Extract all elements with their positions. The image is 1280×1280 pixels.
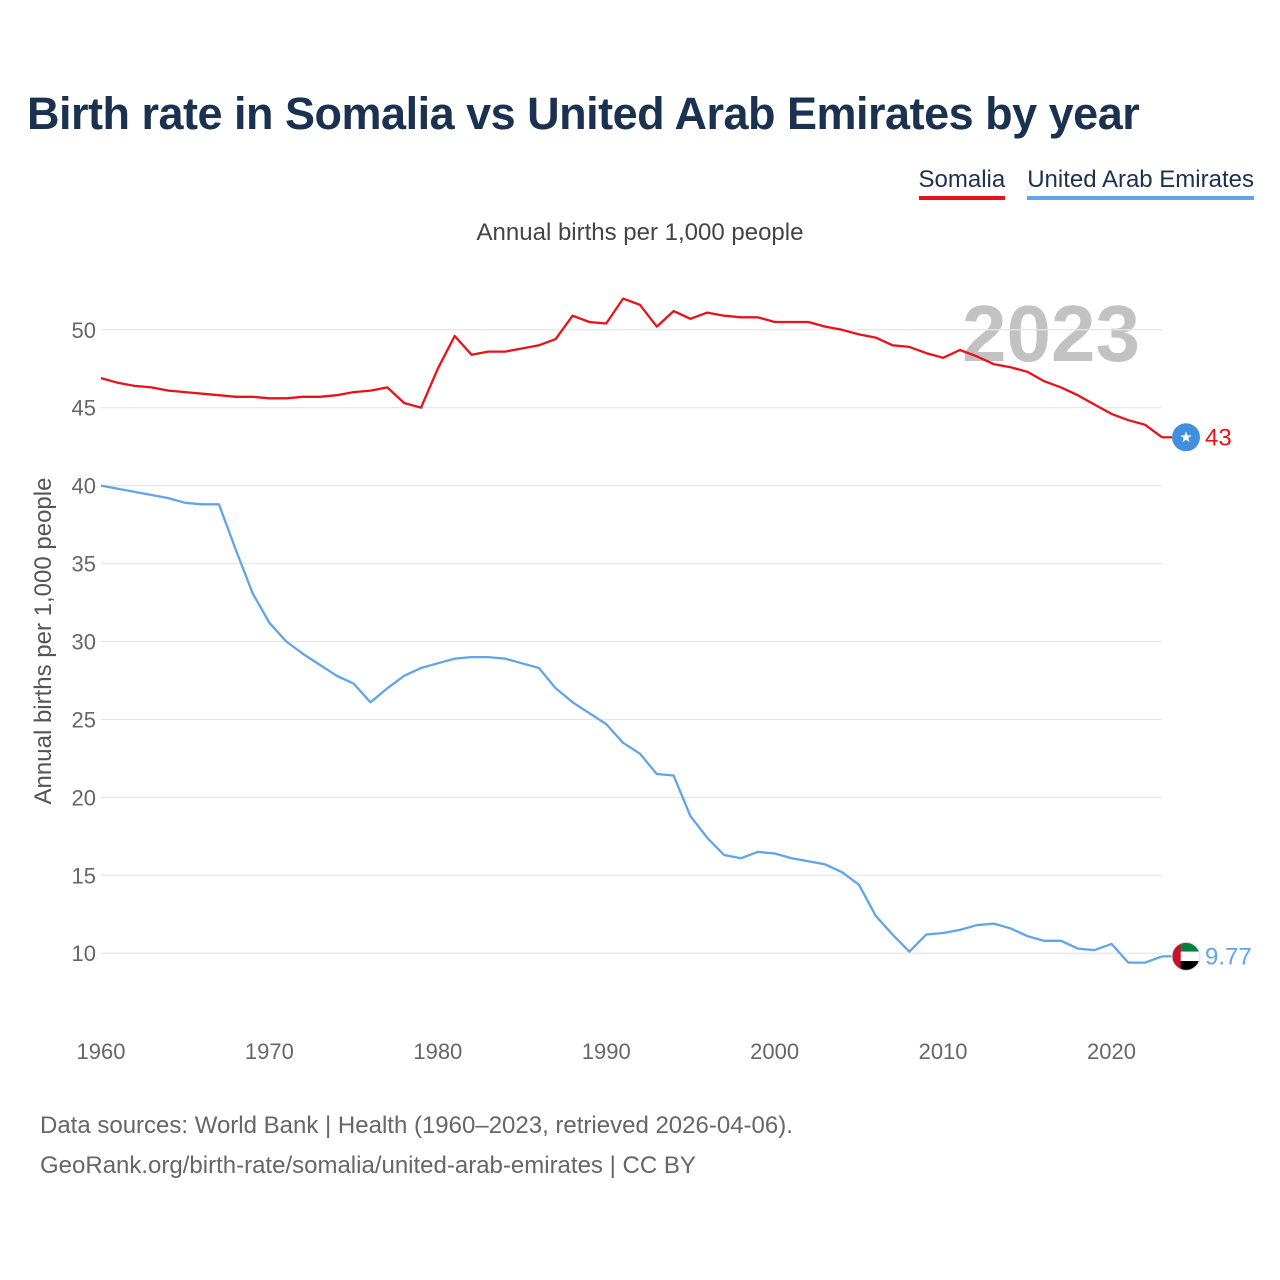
series-line-somalia[interactable] [100,297,1163,439]
y-tick-label: 10 [72,941,96,966]
uae-flag-icon [1171,941,1201,971]
x-tick-label: 2020 [1087,1039,1136,1064]
x-tick-label: 1970 [245,1039,294,1064]
legend-item-somalia[interactable]: Somalia [918,166,1006,200]
y-tick-label: 50 [72,318,96,343]
legend-label-uae: United Arab Emirates [1027,166,1254,193]
y-tick-label: 15 [72,863,96,888]
source-line-2[interactable]: GeoRank.org/birth-rate/somalia/united-ar… [40,1152,696,1179]
y-tick-label: 20 [72,785,96,810]
y-tick-label: 45 [72,396,96,421]
legend-label-somalia: Somalia [918,166,1006,193]
star-icon [1180,431,1192,443]
uae-flag-white [1172,951,1200,962]
series-line-uae[interactable] [100,484,1163,964]
x-tick-label: 1960 [77,1039,126,1064]
y-tick-label: 30 [72,630,96,655]
end-markers: 439.77 [1162,423,1252,971]
uae-flag-black [1172,961,1200,971]
somalia-flag-icon [1172,423,1200,452]
chart-subtitle: Annual births per 1,000 people [477,219,804,246]
x-tick-labels: 1960 1970 1980 1990 2000 2010 2020 [77,1039,1136,1064]
y-tick-label: 25 [72,707,96,732]
line-chart: Annual births per 1,000 people Annual bi… [30,219,1252,1064]
source-line-1: Data sources: World Bank | Health (1960–… [40,1112,793,1139]
legend: Somalia United Arab Emirates [918,166,1254,200]
x-tick-label: 1990 [582,1039,631,1064]
chart-title: Birth rate in Somalia vs United Arab Emi… [27,88,1140,139]
uae-flag-green [1172,942,1200,952]
uae-flag-red [1172,942,1181,971]
year-watermark: 2023 [962,289,1140,378]
y-tick-labels: 10 15 20 25 30 35 40 45 50 [72,318,96,966]
y-axis-label: Annual births per 1,000 people [30,478,57,805]
end-value-label: 9.77 [1205,943,1252,970]
x-tick-label: 2010 [919,1039,968,1064]
series-lines [100,297,1163,964]
end-value-label: 43 [1205,424,1232,451]
legend-item-uae[interactable]: United Arab Emirates [1027,166,1254,200]
x-tick-label: 2000 [750,1039,799,1064]
grid-lines [101,329,1162,954]
x-tick-label: 1980 [413,1039,462,1064]
y-tick-label: 40 [72,474,96,499]
source-note: Data sources: World Bank | Health (1960–… [40,1106,793,1186]
uae-flag-outline [1171,941,1201,971]
y-tick-label: 35 [72,552,96,577]
